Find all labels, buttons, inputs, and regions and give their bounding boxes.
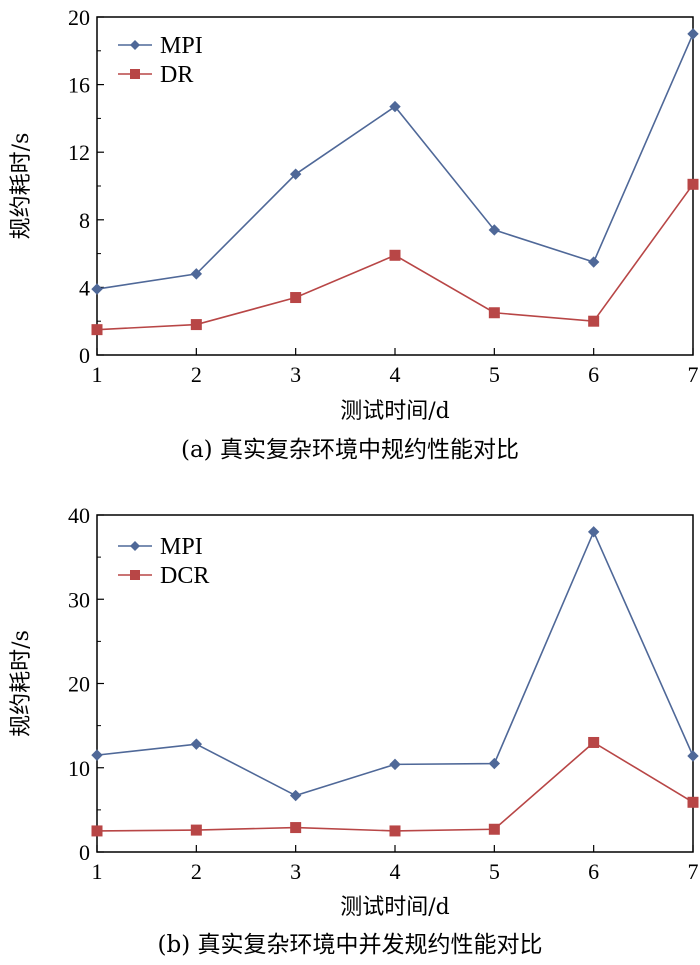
legend-label-mpi: MPI [160, 534, 203, 560]
data-point-dr [488, 307, 500, 319]
data-point-mpi [687, 28, 699, 40]
legend-label-mpi: MPI [160, 33, 203, 59]
data-point-dr [290, 292, 302, 304]
data-point-mpi [488, 757, 501, 770]
chart-caption: (b) 真实复杂环境中并发规约性能对比 [158, 932, 543, 958]
x-tick-label: 3 [290, 859, 301, 884]
data-point-dr [687, 178, 699, 190]
y-tick-label: 8 [79, 208, 90, 233]
legend-marker [130, 541, 140, 551]
data-point-mpi [289, 168, 302, 180]
legend-marker [130, 69, 140, 79]
data-point-mpi [687, 750, 699, 762]
data-point-mpi [488, 224, 501, 236]
x-tick-label: 2 [191, 859, 202, 884]
x-tick-label: 4 [390, 362, 401, 387]
x-tick-label: 1 [92, 362, 103, 387]
data-point-dcr [190, 824, 202, 836]
y-tick-label: 12 [68, 140, 90, 165]
data-point-dr [190, 319, 202, 331]
data-point-dcr [91, 825, 103, 837]
data-point-mpi [91, 283, 103, 295]
x-tick-label: 6 [588, 859, 599, 884]
x-tick-label: 7 [688, 859, 699, 884]
data-point-mpi [587, 526, 600, 538]
y-axis-label: 规约耗时/s [9, 133, 34, 240]
legend-marker [130, 40, 140, 50]
series-line-dcr [96, 741, 694, 832]
x-tick-label: 6 [588, 362, 599, 387]
chart-caption: (a) 真实复杂环境中规约性能对比 [181, 437, 519, 463]
x-tick-label: 1 [92, 859, 103, 884]
x-tick-label: 7 [688, 362, 699, 387]
y-tick-label: 4 [79, 275, 90, 300]
y-tick-label: 16 [68, 73, 90, 98]
y-tick-label: 40 [68, 503, 90, 528]
chart-b: 1 2 3 4 5 6 7 0 10 20 30 40 测试时间/d 规约耗时/s (b) 真实复杂环境中并… [9, 503, 699, 958]
data-point-dcr [588, 736, 600, 748]
x-tick-label: 4 [390, 859, 401, 884]
x-tick-label: 2 [191, 362, 202, 387]
y-tick-label: 10 [68, 756, 90, 781]
y-axis-label: 规约耗时/s [9, 630, 34, 737]
data-point-mpi [389, 758, 401, 771]
y-tick-label: 20 [68, 672, 90, 697]
data-point-dcr [389, 825, 401, 837]
x-axis-label: 测试时间/d [340, 895, 450, 920]
data-point-mpi [587, 256, 600, 268]
x-tick-label: 5 [489, 362, 500, 387]
data-point-mpi [389, 100, 401, 113]
data-point-dcr [687, 796, 699, 808]
y-tick-label: 0 [79, 840, 90, 865]
legend-marker [130, 570, 140, 580]
data-point-dr [588, 315, 600, 327]
data-point-mpi [289, 789, 302, 802]
legend-label-dcr: DCR [160, 563, 209, 589]
y-tick-label: 20 [68, 5, 90, 30]
y-tick-label: 30 [68, 587, 90, 612]
data-point-dcr [488, 823, 500, 835]
data-point-dcr [290, 822, 302, 834]
x-axis-label: 测试时间/d [340, 399, 450, 424]
data-point-dr [389, 249, 401, 261]
data-point-dr [91, 324, 103, 336]
data-point-mpi [190, 268, 203, 280]
y-tick-label: 0 [79, 343, 90, 368]
x-tick-label: 3 [290, 362, 301, 387]
data-point-mpi [91, 749, 103, 761]
legend-label-dr: DR [160, 62, 193, 88]
data-point-mpi [190, 738, 203, 750]
x-tick-label: 5 [489, 859, 500, 884]
